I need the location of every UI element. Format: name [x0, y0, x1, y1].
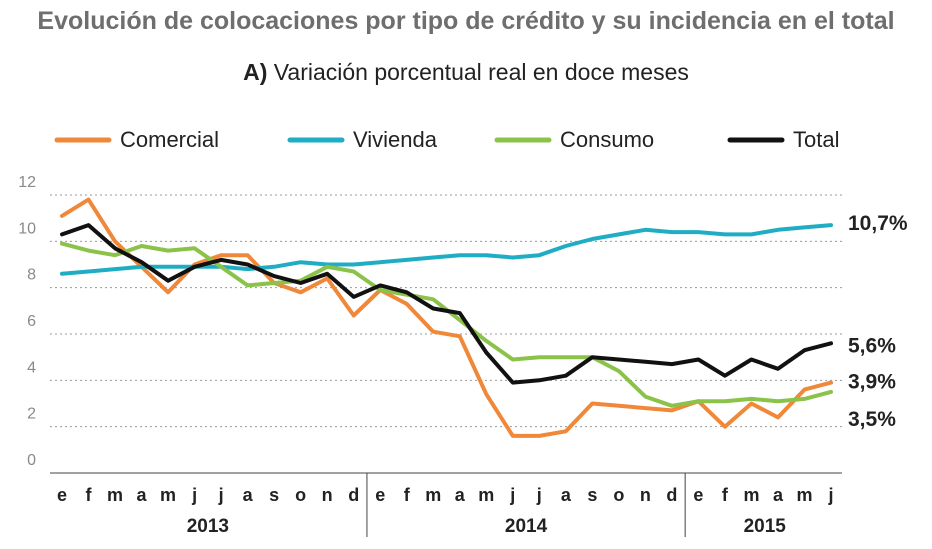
- y-tick-label: 8: [27, 267, 36, 284]
- x-tick-label: j: [191, 485, 197, 505]
- x-tick-label: m: [478, 485, 494, 505]
- x-tick-label: m: [796, 485, 812, 505]
- end-label-vivienda: 10,7%: [848, 212, 908, 235]
- end-label-comercial: 3,9%: [848, 371, 896, 394]
- x-tick-label: d: [348, 485, 359, 505]
- x-tick-label: s: [269, 485, 279, 505]
- x-tick-label: j: [218, 485, 224, 505]
- end-labels: 3,9% 10,7% 3,5% 5,6%: [848, 212, 908, 431]
- legend: Comercial Vivienda Consumo Total: [54, 127, 839, 152]
- x-tick-label: o: [295, 485, 306, 505]
- end-label-total: 5,6%: [848, 334, 896, 357]
- y-tick-label: 2: [27, 406, 36, 423]
- x-tick-label: j: [827, 485, 833, 505]
- y-tick-label: 10: [18, 220, 36, 237]
- x-tick-label: e: [375, 485, 385, 505]
- x-tick-label: m: [107, 485, 123, 505]
- x-tick-label: m: [160, 485, 176, 505]
- x-tick-label: a: [773, 485, 784, 505]
- x-tick-label: n: [640, 485, 651, 505]
- x-tick-label: e: [57, 485, 67, 505]
- x-tick-label: a: [137, 485, 148, 505]
- x-tick-label: f: [86, 485, 93, 505]
- end-label-consumo: 3,5%: [848, 408, 896, 431]
- chart-subtitle: A) Variación porcentual real en doce mes…: [243, 59, 689, 85]
- x-tick-label: e: [693, 485, 703, 505]
- legend-label-total: Total: [793, 127, 839, 152]
- x-tick-label: a: [561, 485, 572, 505]
- series-line-total: [60, 223, 833, 385]
- x-tick-label: n: [322, 485, 333, 505]
- x-tick-label: m: [425, 485, 441, 505]
- year-label-2014: 2014: [505, 516, 548, 537]
- x-tick-label: f: [722, 485, 729, 505]
- series-lines: [60, 197, 833, 438]
- subtitle-text: Variación porcentual real en doce meses: [274, 59, 689, 85]
- x-tick-label: a: [243, 485, 254, 505]
- year-label-2013: 2013: [187, 516, 229, 537]
- x-tick-label: d: [666, 485, 677, 505]
- chart-title: Evolución de colocaciones por tipo de cr…: [37, 7, 894, 35]
- year-label-2015: 2015: [744, 516, 787, 537]
- y-tick-label: 0: [27, 452, 36, 469]
- x-tick-label: s: [587, 485, 597, 505]
- legend-label-comercial: Comercial: [120, 127, 219, 152]
- x-tick-label: a: [455, 485, 466, 505]
- legend-label-consumo: Consumo: [560, 127, 654, 152]
- x-tick-label: o: [613, 485, 624, 505]
- x-tick-label: j: [509, 485, 515, 505]
- subtitle-prefix: A): [243, 59, 267, 85]
- x-tick-label: m: [743, 485, 759, 505]
- series-line-vivienda: [60, 223, 833, 276]
- y-tick-label: 12: [18, 174, 36, 191]
- y-tick-label: 6: [27, 313, 36, 330]
- legend-label-vivienda: Vivienda: [353, 127, 438, 152]
- x-tick-label: j: [536, 485, 542, 505]
- x-tick-label: f: [404, 485, 411, 505]
- y-tick-label: 4: [27, 359, 36, 376]
